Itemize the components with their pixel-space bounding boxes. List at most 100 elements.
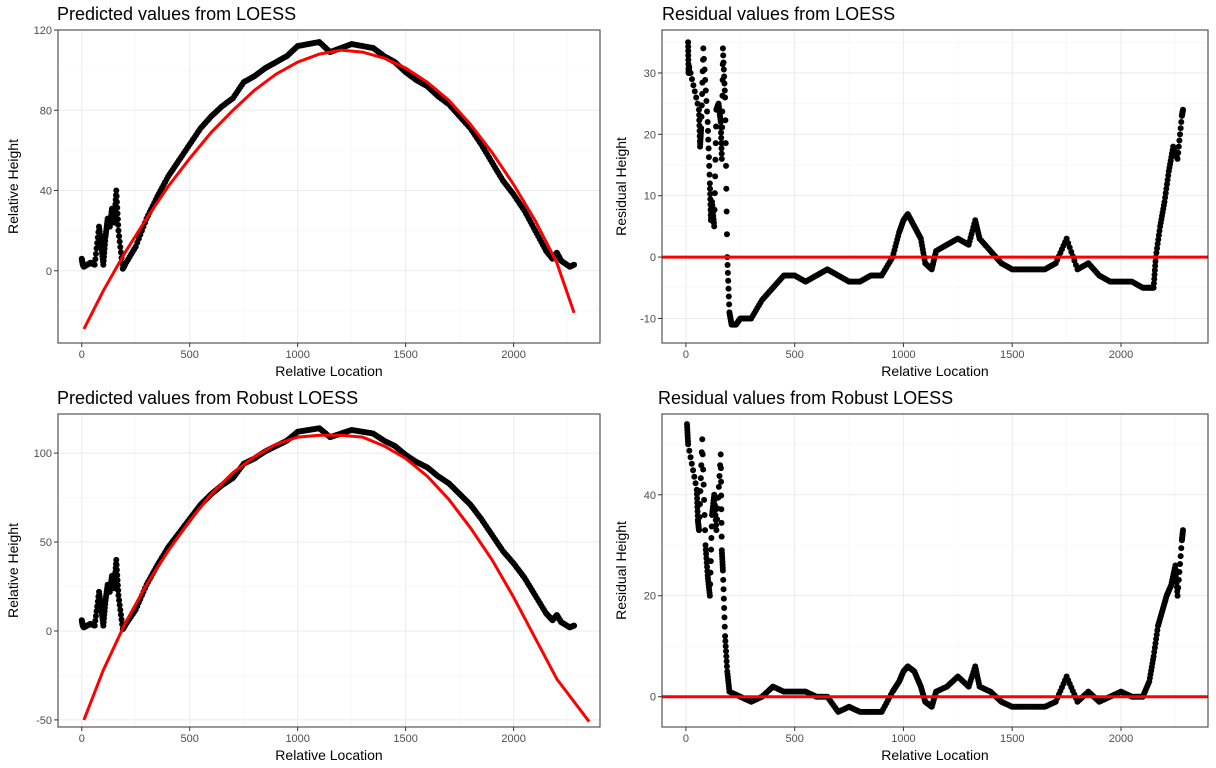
data-point-fill [1153, 249, 1160, 256]
data-point-fill [1154, 245, 1161, 252]
data-point-fill [118, 616, 125, 623]
data-point [113, 187, 120, 194]
data-point-fill [114, 572, 121, 579]
data-point-fill [1177, 553, 1184, 560]
data-point [115, 592, 122, 599]
panel-title: Residual values from LOESS [662, 4, 896, 24]
plot-area [662, 421, 1208, 715]
data-point-fill [720, 595, 727, 602]
data-point-fill [116, 597, 123, 604]
data-point-fill [1162, 190, 1169, 197]
data-point [91, 261, 98, 268]
data-point-fill [707, 190, 714, 197]
data-point-fill [696, 501, 703, 508]
x-tick-label: 1000 [891, 349, 915, 361]
data-point-fill [718, 478, 725, 485]
data-point-fill [700, 466, 707, 473]
data-point-fill [1175, 584, 1182, 591]
x-tick-label: 0 [683, 733, 689, 745]
data-point-fill [712, 140, 719, 147]
data-point-fill [1176, 137, 1183, 144]
data-point-fill [113, 566, 120, 573]
x-tick-label: 1500 [393, 349, 417, 361]
x-axis-title: Relative Location [275, 747, 382, 763]
data-point-fill [1176, 568, 1183, 575]
panel-title: Predicted values from Robust LOESS [57, 388, 359, 408]
x-tick-label: 1500 [393, 733, 417, 745]
data-point-fill [703, 550, 710, 557]
data-point-fill [687, 454, 694, 461]
x-tick-label: 1500 [1000, 733, 1024, 745]
data-point-fill [117, 249, 124, 256]
data-point-fill [93, 608, 100, 615]
data-point-fill [114, 582, 121, 589]
data-point [722, 633, 729, 640]
data-point-fill [1162, 194, 1169, 201]
data-point-fill [720, 59, 727, 66]
y-tick-label: 0 [46, 266, 52, 278]
data-point-fill [718, 134, 725, 141]
data-point-fill [725, 285, 732, 292]
x-axis-title: Relative Location [275, 363, 382, 379]
data-point-fill [1155, 236, 1162, 243]
data-point [722, 94, 729, 101]
data-point-fill [712, 156, 719, 163]
data-point-fill [113, 198, 120, 205]
y-axis-title: Residual Height [613, 137, 629, 236]
data-point-fill [691, 88, 698, 95]
data-point-fill [690, 82, 697, 89]
data-point-fill [92, 612, 99, 619]
data-point-fill [697, 488, 704, 495]
data-point-fill [718, 492, 725, 499]
data-point-fill [723, 162, 730, 169]
y-axis-title: Residual Height [613, 521, 629, 620]
data-point-fill [723, 653, 730, 660]
data-point-fill [688, 76, 695, 83]
data-point-fill [719, 124, 726, 131]
data-point-fill [717, 465, 724, 472]
data-point [704, 119, 711, 126]
data-point-fill [701, 66, 708, 73]
data-point-fill [1152, 262, 1159, 269]
data-point-fill [1175, 576, 1182, 583]
data-point-fill [708, 546, 715, 553]
data-point-fill [1177, 561, 1184, 568]
data-point-fill [722, 638, 729, 645]
data-point-fill [1164, 176, 1171, 183]
data-point-fill [698, 113, 705, 120]
data-point-fill [713, 522, 720, 529]
data-point-fill [115, 587, 122, 594]
x-tick-label: 2000 [501, 349, 525, 361]
data-point-fill [718, 506, 725, 513]
data-point [685, 39, 692, 46]
data-point-fill [691, 473, 698, 480]
data-point-fill [696, 514, 703, 521]
data-point [706, 180, 713, 187]
data-point-fill [716, 473, 723, 480]
y-tick-label: 40 [40, 186, 52, 198]
data-point-fill [702, 76, 709, 83]
plot-frame [661, 413, 1209, 728]
data-point-fill [726, 301, 733, 308]
x-tick-label: 1000 [891, 733, 915, 745]
data-point [706, 592, 713, 599]
data-point-fill [702, 546, 709, 553]
data-point-fill [714, 516, 721, 523]
data-point-fill [115, 221, 122, 228]
data-point-fill [723, 208, 730, 215]
data-point [700, 45, 707, 52]
x-tick-label: 2000 [1109, 733, 1133, 745]
y-tick-label: 20 [644, 591, 656, 603]
data-point-fill [701, 511, 708, 518]
data-point-fill [1178, 545, 1185, 552]
data-point-fill [700, 481, 707, 488]
panel-predicted-robust-loess: Predicted values from Robust LOESS 0 500 1… [0, 384, 608, 768]
data-point-fill [713, 123, 720, 130]
panel-residual-robust-loess: Residual values from Robust LOESS 0 500 10… [608, 384, 1216, 768]
data-point-fill [114, 216, 121, 223]
data-point-fill [724, 261, 731, 268]
data-point-fill [720, 52, 727, 59]
data-point-fill [720, 66, 727, 73]
data-point-fill [718, 129, 725, 136]
x-tick-label: 500 [181, 733, 199, 745]
